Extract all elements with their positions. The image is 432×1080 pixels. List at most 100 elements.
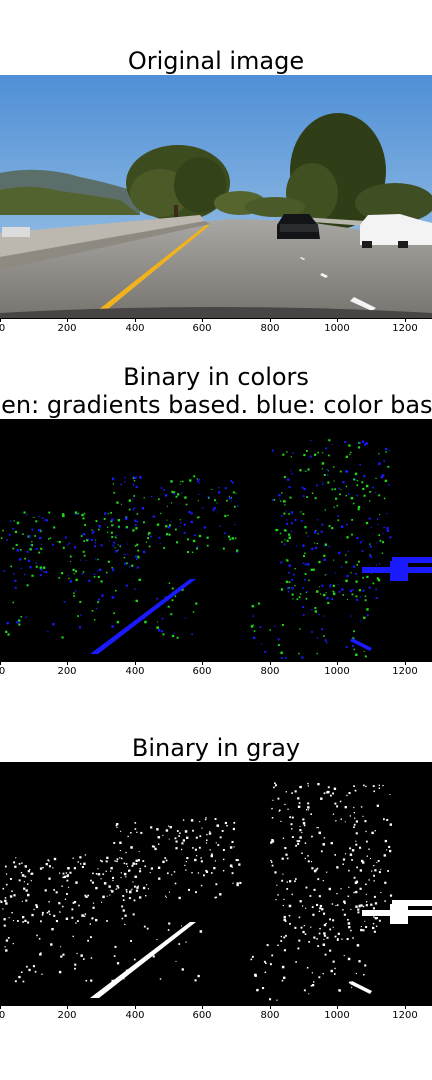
- edge-pixel: [106, 531, 109, 533]
- edge-pixel: [368, 517, 371, 520]
- edge-pixel: [364, 964, 367, 967]
- edge-pixel: [88, 579, 91, 582]
- edge-pixel: [351, 533, 353, 536]
- edge-pixel: [325, 922, 327, 925]
- edge-pixel: [141, 507, 145, 510]
- edge-pixel: [170, 480, 173, 483]
- edge-pixel: [34, 535, 36, 537]
- edge-pixel: [264, 650, 267, 653]
- edge-pixel: [316, 590, 319, 593]
- edge-pixel: [183, 531, 186, 534]
- edge-pixel: [150, 826, 153, 829]
- edge-pixel: [156, 523, 160, 526]
- edge-pixel: [126, 543, 128, 545]
- edge-pixel: [342, 863, 344, 865]
- edge-pixel: [330, 794, 332, 797]
- edge-pixel: [79, 856, 82, 859]
- edge-pixel: [158, 536, 161, 539]
- edge-pixel: [323, 558, 326, 561]
- edge-pixel: [321, 468, 323, 470]
- edge-pixel: [6, 883, 8, 886]
- edge-pixel: [81, 866, 84, 868]
- edge-pixel: [347, 895, 350, 897]
- edge-pixel: [134, 885, 136, 888]
- edge-pixel: [307, 782, 309, 785]
- panel-title-binary-color: Binary in colors: [123, 363, 309, 391]
- edge-pixel: [211, 872, 213, 874]
- tick: [67, 318, 68, 322]
- edge-pixel: [271, 839, 274, 842]
- edge-pixel: [286, 519, 288, 521]
- edge-pixel: [198, 478, 201, 481]
- edge-pixel: [354, 817, 356, 819]
- edge-pixel: [176, 541, 179, 544]
- edge-pixel: [305, 532, 307, 534]
- edge-pixel: [290, 456, 292, 458]
- edge-pixel: [143, 521, 145, 524]
- edge-pixel: [365, 904, 368, 907]
- edge-pixel: [316, 903, 319, 906]
- edge-pixel: [192, 829, 194, 832]
- edge-pixel: [372, 926, 375, 930]
- edge-pixel: [164, 895, 166, 897]
- edge-pixel: [366, 608, 369, 611]
- edge-pixel: [320, 850, 323, 853]
- edge-pixel: [22, 921, 24, 923]
- edge-pixel: [171, 874, 173, 876]
- edge-pixel: [137, 859, 140, 862]
- edge-pixel: [70, 561, 71, 562]
- edge-pixel: [311, 835, 313, 838]
- edge-pixel: [306, 809, 308, 811]
- edge-pixel: [285, 580, 289, 583]
- edge-pixel: [358, 905, 361, 908]
- edge-pixel: [8, 917, 10, 919]
- edge-pixel: [111, 596, 115, 599]
- edge-pixel: [283, 976, 286, 979]
- edge-pixel: [286, 559, 289, 562]
- edge-pixel: [119, 857, 121, 859]
- edge-pixel: [310, 813, 312, 815]
- edge-pixel: [81, 914, 84, 917]
- edge-pixel: [251, 604, 255, 608]
- edge-pixel: [108, 885, 111, 888]
- edge-pixel: [180, 481, 182, 483]
- edge-pixel: [332, 813, 335, 815]
- edge-pixel: [303, 824, 306, 827]
- edge-pixel: [136, 558, 138, 560]
- edge-pixel: [73, 592, 75, 594]
- edge-pixel: [132, 509, 134, 511]
- edge-pixel: [337, 938, 339, 940]
- edge-pixel: [102, 873, 105, 875]
- edge-pixel: [140, 831, 143, 834]
- edge-pixel: [365, 442, 368, 445]
- edge-pixel: [305, 907, 307, 909]
- edge-pixel: [177, 493, 180, 496]
- edge-pixel: [134, 519, 137, 522]
- edge-pixel: [39, 536, 42, 540]
- edge-pixel: [98, 524, 101, 528]
- edge-pixel: [35, 520, 38, 523]
- edge-pixel: [283, 500, 286, 503]
- edge-pixel: [320, 797, 323, 800]
- edge-pixel: [47, 631, 49, 633]
- edge-pixel: [303, 989, 306, 992]
- edge-pixel: [42, 517, 44, 519]
- edge-pixel: [302, 544, 305, 547]
- edge-pixel: [378, 784, 380, 786]
- edge-pixel: [40, 530, 42, 533]
- tick: [0, 318, 1, 322]
- edge-pixel: [22, 533, 24, 535]
- edge-pixel: [297, 947, 300, 950]
- edge-pixel: [348, 493, 350, 495]
- edge-pixel: [12, 920, 14, 922]
- edge-pixel: [310, 440, 312, 442]
- edge-pixel: [271, 864, 274, 867]
- edge-pixel: [167, 605, 170, 608]
- edge-pixel: [59, 911, 61, 913]
- edge-pixel: [173, 491, 176, 493]
- edge-pixel: [93, 576, 96, 578]
- edge-pixel: [124, 923, 126, 926]
- edge-pixel: [135, 859, 138, 862]
- edge-pixel: [318, 910, 321, 912]
- edge-pixel: [127, 563, 129, 565]
